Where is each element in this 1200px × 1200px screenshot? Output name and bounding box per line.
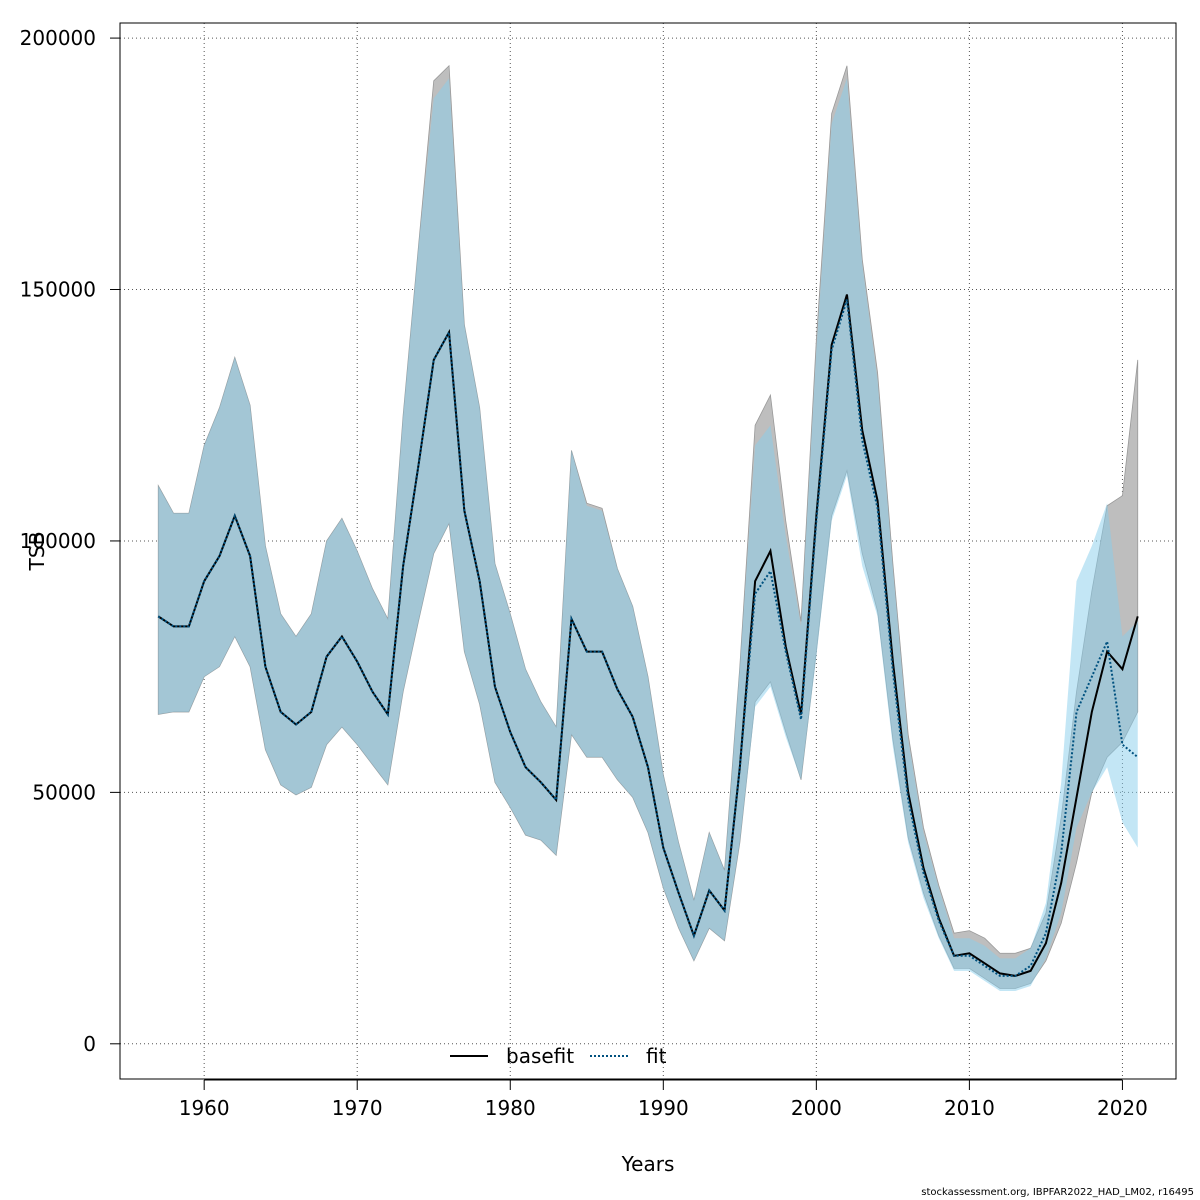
x-axis-title: Years — [621, 1152, 675, 1176]
y-tick-label: 50000 — [32, 780, 96, 804]
x-tick-label: 1960 — [179, 1096, 230, 1120]
x-tick-label: 2000 — [791, 1096, 842, 1120]
legend-label-fit: fit — [646, 1044, 667, 1068]
legend-label-basefit: basefit — [506, 1044, 574, 1068]
y-tick-label: 100000 — [20, 529, 96, 553]
band-fit — [158, 78, 1138, 992]
x-tick-label: 2010 — [944, 1096, 995, 1120]
line-fit — [157, 299, 1139, 977]
y-tick-label: 200000 — [20, 26, 96, 50]
x-tick-label: 1980 — [485, 1096, 536, 1120]
band-basefit — [157, 64, 1139, 989]
x-tick-label: 1990 — [638, 1096, 689, 1120]
plot-frame — [119, 22, 1177, 1080]
grid — [120, 23, 1176, 1079]
x-tick-label: 1970 — [332, 1096, 383, 1120]
y-tick-label: 150000 — [20, 278, 96, 302]
confidence-bands — [157, 64, 1139, 992]
y-axis-title: TSB — [25, 532, 49, 572]
axes: 1960 1970 1980 1990 2000 2010 2020 0 50000 100000… — [20, 26, 1148, 1120]
series-lines — [157, 294, 1139, 977]
legend: basefit fit — [450, 1044, 667, 1068]
y-tick-label: 0 — [83, 1032, 96, 1056]
x-tick-label: 2020 — [1097, 1096, 1148, 1120]
credit-text: stockassessment.org, IBPFAR2022_HAD_LM02… — [921, 1187, 1194, 1198]
